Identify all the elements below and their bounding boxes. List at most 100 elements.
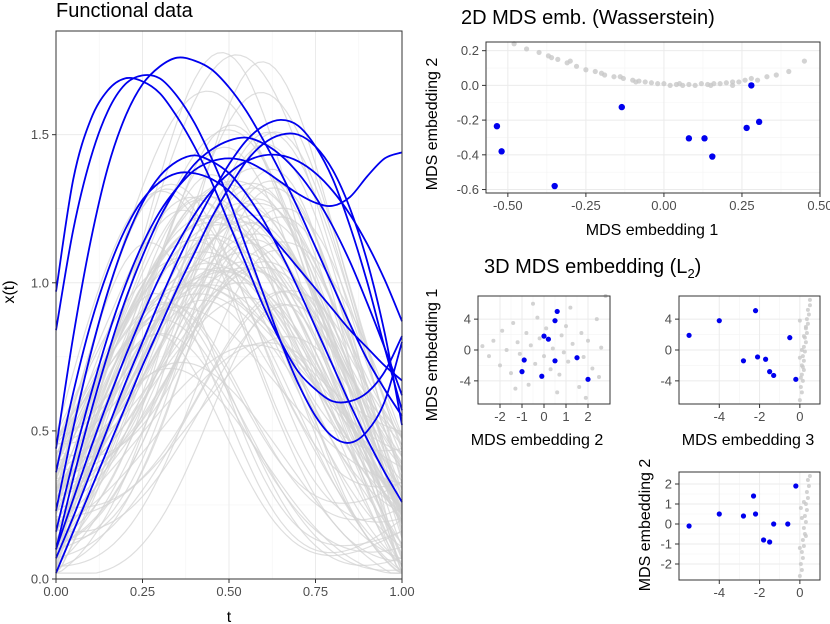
background-point xyxy=(801,58,807,64)
y-tick-label: -4 xyxy=(660,373,672,388)
y-tick-label: 0.2 xyxy=(461,43,479,58)
x-tick-label: -4 xyxy=(714,585,726,600)
x-tick-label: -0.25 xyxy=(571,198,601,213)
background-point xyxy=(799,372,804,377)
y-tick-label: 0 xyxy=(665,343,672,358)
background-point xyxy=(798,385,803,390)
background-point xyxy=(798,562,803,566)
highlight-point xyxy=(574,355,580,361)
background-point xyxy=(573,63,580,69)
panel-background xyxy=(486,42,820,193)
background-curve xyxy=(55,361,402,574)
background-point xyxy=(799,550,804,554)
background-point xyxy=(667,82,673,88)
x-tick-label: 0.25 xyxy=(729,198,754,213)
functional-xlabel: t xyxy=(227,609,232,624)
background-point xyxy=(533,361,538,366)
functional-panel: 0.00 0.25 0.50 0.75 1.00 0.0 0.5 1.0 1.5 xyxy=(31,30,415,599)
background-point xyxy=(550,346,555,351)
mds3d-panel1-xlabel: MDS embedding 2 xyxy=(471,432,604,449)
background-point xyxy=(799,568,804,572)
highlight-point xyxy=(701,135,708,142)
background-point xyxy=(561,350,566,355)
background-point xyxy=(544,326,549,331)
background-point xyxy=(797,546,802,550)
highlight-point xyxy=(541,333,547,339)
highlight-point xyxy=(716,511,722,517)
y-tick-label: 0 xyxy=(464,343,471,358)
background-point xyxy=(800,556,805,560)
highlight-curve xyxy=(55,151,403,532)
x-tick-label: 0.50 xyxy=(807,198,830,213)
panel-border xyxy=(678,295,821,405)
background-point xyxy=(807,297,812,302)
highlight-point xyxy=(743,124,750,132)
background-point xyxy=(528,343,533,348)
background-point xyxy=(800,378,805,383)
background-point xyxy=(800,354,805,359)
x-tick-label: 1.00 xyxy=(389,584,414,599)
background-point xyxy=(566,359,571,364)
background-curve xyxy=(55,239,403,548)
background-point xyxy=(799,390,804,395)
highlight-point xyxy=(767,539,773,545)
y-tick-label: 0.0 xyxy=(461,78,479,93)
background-point xyxy=(801,334,806,339)
background-curve xyxy=(55,268,403,502)
highlight-curve xyxy=(55,56,403,449)
mds3d-panel3-ylabel: MDS embedding 2 xyxy=(637,459,654,592)
highlight-point xyxy=(740,358,747,364)
highlight-point xyxy=(752,308,759,314)
x-tick-label: 0 xyxy=(540,409,547,424)
background-point xyxy=(655,81,661,87)
background-point xyxy=(807,303,812,308)
highlight-point xyxy=(740,513,747,519)
highlight-point xyxy=(519,369,525,375)
highlight-point xyxy=(521,357,527,363)
plot-content xyxy=(686,297,812,403)
mds3d-panel-1: -2 -1 0 1 240-4 xyxy=(459,294,611,424)
y-tick-label: 2 xyxy=(665,477,672,492)
highlight-curve xyxy=(55,153,403,550)
background-point xyxy=(535,315,540,320)
background-point xyxy=(803,520,808,524)
highlight-point xyxy=(618,103,625,111)
background-curve xyxy=(55,241,403,547)
background-curve xyxy=(55,196,403,566)
x-tick-label: -1 xyxy=(516,409,528,424)
background-point xyxy=(807,474,812,478)
y-tick-label: 4 xyxy=(464,312,471,327)
mds2d-xlabel: MDS embedding 1 xyxy=(586,222,719,239)
panel-background xyxy=(679,472,820,580)
background-point xyxy=(799,348,804,352)
background-point xyxy=(515,340,520,345)
background-point xyxy=(748,75,754,82)
highlight-point xyxy=(767,369,773,375)
background-point xyxy=(801,344,806,349)
y-tick-label: 1 xyxy=(665,497,672,512)
mds2d-panel: -0.50 -0.25 0.00 0.25 0.50 0.2 0.0 -0.2 -0.4 -0.6 xyxy=(457,41,830,213)
x-tick-label: -0.50 xyxy=(493,198,523,213)
highlight-curve xyxy=(55,154,403,512)
background-point xyxy=(717,81,723,87)
background-curve xyxy=(55,344,403,525)
background-point xyxy=(642,79,648,85)
y-tick-label: 0.0 xyxy=(31,572,49,587)
highlight-point xyxy=(716,318,722,324)
functional-title: Functional data xyxy=(56,0,194,22)
background-point xyxy=(786,68,792,75)
background-point xyxy=(513,386,518,391)
highlight-point xyxy=(771,372,777,379)
background-point xyxy=(723,80,729,86)
highlight-point xyxy=(761,537,767,543)
background-point xyxy=(581,354,586,359)
y-tick-label: 1.5 xyxy=(31,127,49,142)
highlight-point xyxy=(763,356,769,362)
y-tick-label: -0.4 xyxy=(457,147,479,162)
background-point xyxy=(524,331,529,336)
x-tick-label: 0.25 xyxy=(130,584,155,599)
y-tick-label: -2 xyxy=(660,557,672,572)
background-point xyxy=(797,355,802,360)
background-curve xyxy=(55,124,403,523)
